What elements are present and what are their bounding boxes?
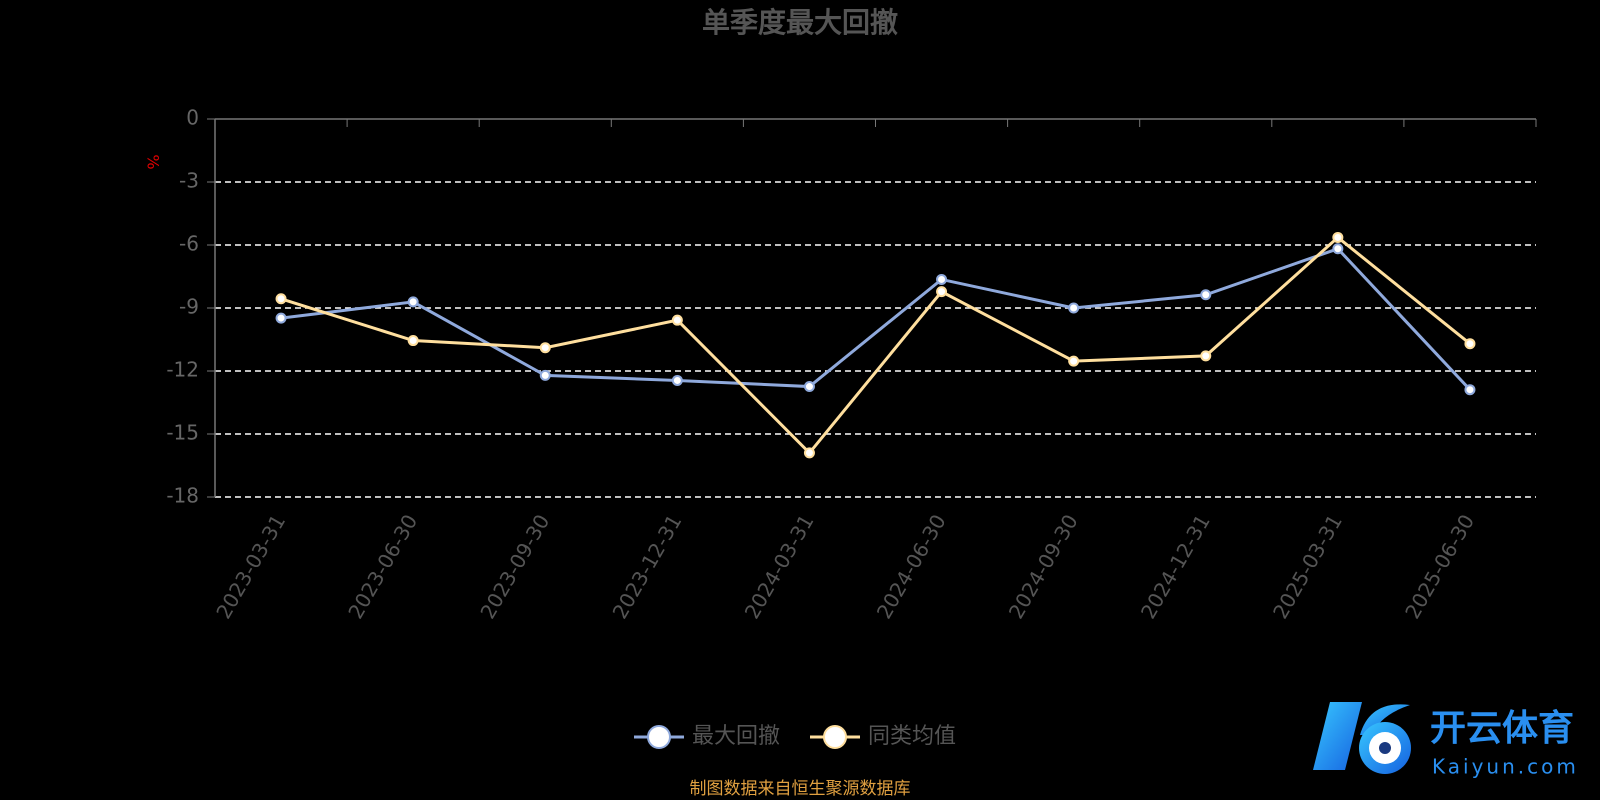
data-point [1200,289,1212,301]
y-tick-label: -9 [179,295,199,319]
data-point [1068,355,1080,367]
legend-label: 最大回撤 [692,724,780,749]
x-tick-label: 2023-09-30 [475,510,554,623]
legend-label: 同类均值 [868,724,956,749]
x-tick-label: 2024-03-31 [740,510,819,623]
y-tick-label: -18 [166,484,199,508]
legend-item[interactable]: 同类均值 [810,724,956,749]
data-point [275,293,287,305]
data-point [936,273,948,285]
data-point [671,314,683,326]
legend-marker [647,725,671,749]
data-point [1200,350,1212,362]
watermark-site: Kaiyun.com [1432,755,1579,779]
data-point [803,381,815,393]
x-tick-label: 2023-12-31 [608,510,687,623]
x-tick-label: 2023-03-31 [211,510,290,623]
data-point [1068,302,1080,314]
data-point [803,447,815,459]
data-point [407,335,419,347]
y-axis-label: % [144,154,163,169]
series-line [280,247,1472,391]
x-tick-label: 2024-12-31 [1136,510,1215,623]
y-tick-label: 0 [186,106,199,130]
data-point [1464,338,1476,350]
y-tick-label: -3 [179,169,199,193]
series-line [280,235,1471,456]
x-tick-label: 2025-03-31 [1268,510,1347,623]
data-point [1332,243,1344,255]
logo-k-stem [1313,702,1362,770]
logo-ball-dot [1379,742,1391,754]
data-point [539,342,551,354]
y-tick-label: -12 [166,358,199,382]
data-point [275,312,287,324]
data-point [671,374,683,386]
x-tick-label: 2024-09-30 [1004,510,1083,623]
data-point [936,286,948,298]
data-point [407,296,419,308]
source-note: 制图数据来自恒生聚源数据库 [690,779,911,799]
legend-marker [823,725,847,749]
data-point [1464,384,1476,396]
chart-title: 单季度最大回撤 [702,6,898,39]
watermark-brand: 开云体育 [1430,708,1574,749]
data-point [539,369,551,381]
y-tick-label: -6 [179,232,199,256]
legend-item[interactable]: 最大回撤 [634,724,780,749]
x-tick-label: 2023-06-30 [343,510,422,623]
watermark: 开云体育 Kaiyun.com [1313,702,1579,779]
x-tick-label: 2024-06-30 [872,510,951,623]
y-tick-label: -15 [166,421,199,445]
data-point [1332,231,1344,243]
x-tick-label: 2025-06-30 [1400,510,1479,623]
